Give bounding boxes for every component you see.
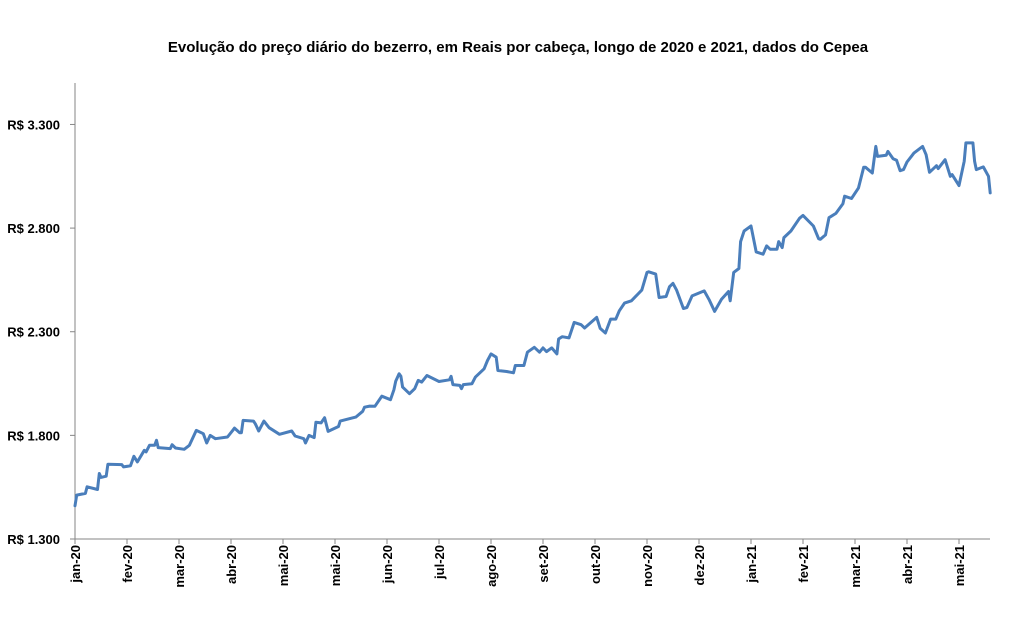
x-tick-label: out-20 bbox=[588, 545, 603, 584]
y-tick-label: R$ 1.300 bbox=[7, 532, 60, 547]
x-tick-label: mar-20 bbox=[172, 545, 187, 588]
x-tick-label: set-20 bbox=[536, 545, 551, 583]
x-tick-label: jan-21 bbox=[744, 545, 759, 584]
x-tick-label: abr-20 bbox=[224, 545, 239, 584]
data-points bbox=[74, 142, 991, 506]
x-tick-label: ago-20 bbox=[484, 545, 499, 587]
x-tick-label: mai-20 bbox=[328, 545, 343, 586]
x-tick-label: mar-21 bbox=[848, 545, 863, 588]
x-tick-label: jul-20 bbox=[432, 545, 447, 580]
x-tick-label: jan-20 bbox=[68, 545, 83, 584]
x-tick-label: fev-21 bbox=[796, 545, 811, 583]
y-tick-label: R$ 2.800 bbox=[7, 221, 60, 236]
y-tick-label: R$ 3.300 bbox=[7, 117, 60, 132]
x-tick-label: mai-21 bbox=[952, 545, 967, 586]
x-tick-label: dez-20 bbox=[692, 545, 707, 585]
x-tick-label: jun-20 bbox=[380, 545, 395, 584]
x-tick-label: nov-20 bbox=[640, 545, 655, 587]
x-tick-label: fev-20 bbox=[120, 545, 135, 583]
chart-title: Evolução do preço diário do bezerro, em … bbox=[168, 39, 869, 56]
y-ticks: R$ 1.300 R$ 1.800 R$ 2.300 R$ 2.800 R$ 3.300 bbox=[7, 117, 75, 547]
x-ticks: jan-20 fev-20 mar-20 abr-20 mai-20 mai-20 jun-… bbox=[68, 539, 967, 588]
series-line bbox=[73, 141, 992, 508]
x-tick-label: abr-21 bbox=[900, 545, 915, 584]
x-tick-label: mai-20 bbox=[276, 545, 291, 586]
y-tick-label: R$ 1.800 bbox=[7, 428, 60, 443]
y-tick-label: R$ 2.300 bbox=[7, 325, 60, 340]
